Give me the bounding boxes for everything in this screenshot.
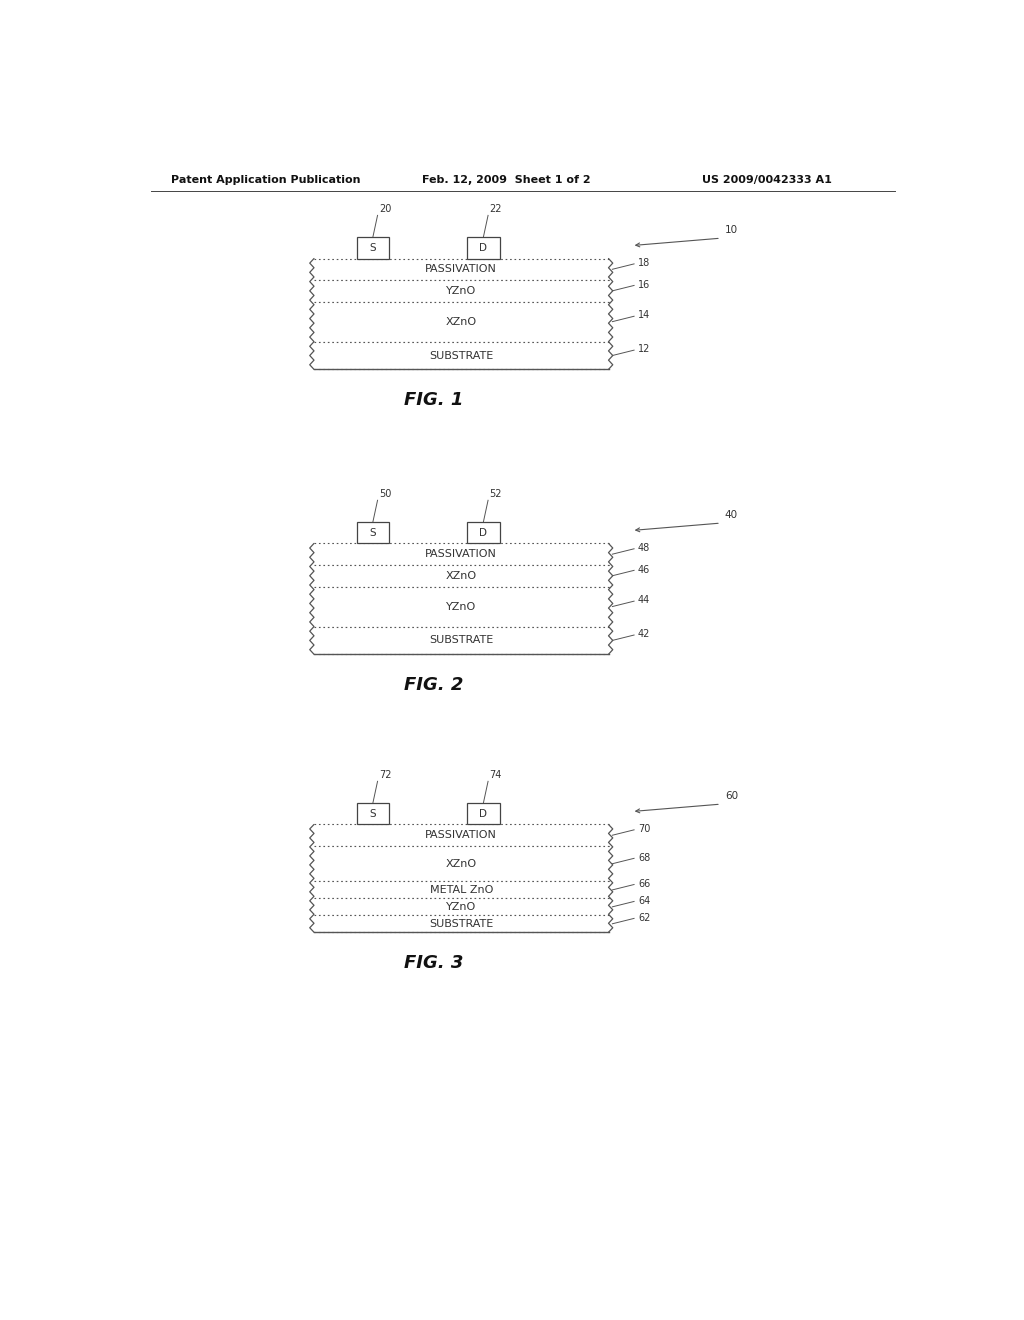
Text: 62: 62 <box>638 912 650 923</box>
Text: 64: 64 <box>638 896 650 906</box>
Text: 18: 18 <box>638 259 650 268</box>
Text: 50: 50 <box>379 488 391 499</box>
Text: SUBSTRATE: SUBSTRATE <box>429 919 494 929</box>
Bar <box>356 238 389 259</box>
Text: Feb. 12, 2009  Sheet 1 of 2: Feb. 12, 2009 Sheet 1 of 2 <box>423 176 591 185</box>
Bar <box>467 521 500 544</box>
Text: XZnO: XZnO <box>445 317 477 326</box>
Bar <box>314 302 608 342</box>
Bar <box>314 586 608 627</box>
Text: YZnO: YZnO <box>446 286 476 296</box>
Text: S: S <box>370 528 376 537</box>
Text: YZnO: YZnO <box>446 902 476 912</box>
Text: 16: 16 <box>638 280 650 289</box>
Text: SUBSTRATE: SUBSTRATE <box>429 635 494 645</box>
Bar <box>356 803 389 825</box>
Text: FIG. 3: FIG. 3 <box>404 954 464 972</box>
Text: 74: 74 <box>489 770 502 780</box>
Text: 52: 52 <box>489 488 502 499</box>
Text: 66: 66 <box>638 879 650 888</box>
Text: 12: 12 <box>638 345 650 354</box>
Bar <box>314 280 608 302</box>
Bar <box>314 259 608 280</box>
Text: METAL ZnO: METAL ZnO <box>429 884 493 895</box>
Text: YZnO: YZnO <box>446 602 476 611</box>
Text: S: S <box>370 243 376 252</box>
Text: 60: 60 <box>725 791 738 801</box>
Text: 20: 20 <box>379 203 391 214</box>
Text: 68: 68 <box>638 853 650 862</box>
Text: 44: 44 <box>638 595 650 606</box>
Text: 40: 40 <box>725 510 738 520</box>
Text: Patent Application Publication: Patent Application Publication <box>171 176 360 185</box>
Text: US 2009/0042333 A1: US 2009/0042333 A1 <box>701 176 831 185</box>
Text: FIG. 2: FIG. 2 <box>404 676 464 694</box>
Text: 22: 22 <box>489 203 502 214</box>
Bar <box>314 899 608 915</box>
Text: XZnO: XZnO <box>445 570 477 581</box>
Text: D: D <box>479 528 487 537</box>
Bar <box>314 342 608 370</box>
Bar <box>314 825 608 846</box>
Bar <box>314 882 608 899</box>
Text: PASSIVATION: PASSIVATION <box>425 549 498 560</box>
Bar <box>314 627 608 655</box>
Text: S: S <box>370 809 376 818</box>
Text: FIG. 1: FIG. 1 <box>404 391 464 409</box>
Text: PASSIVATION: PASSIVATION <box>425 830 498 841</box>
Bar <box>314 846 608 882</box>
Bar <box>356 521 389 544</box>
Text: 14: 14 <box>638 310 650 321</box>
Bar <box>314 544 608 565</box>
Bar <box>467 803 500 825</box>
Text: 46: 46 <box>638 565 650 574</box>
Text: 42: 42 <box>638 630 650 639</box>
Text: 10: 10 <box>725 226 738 235</box>
Bar <box>314 915 608 932</box>
Text: 48: 48 <box>638 543 650 553</box>
Text: PASSIVATION: PASSIVATION <box>425 264 498 275</box>
Text: SUBSTRATE: SUBSTRATE <box>429 351 494 360</box>
Bar <box>467 238 500 259</box>
Text: 70: 70 <box>638 824 650 834</box>
Bar <box>314 565 608 586</box>
Text: D: D <box>479 243 487 252</box>
Text: 72: 72 <box>379 770 391 780</box>
Text: XZnO: XZnO <box>445 859 477 869</box>
Text: D: D <box>479 809 487 818</box>
